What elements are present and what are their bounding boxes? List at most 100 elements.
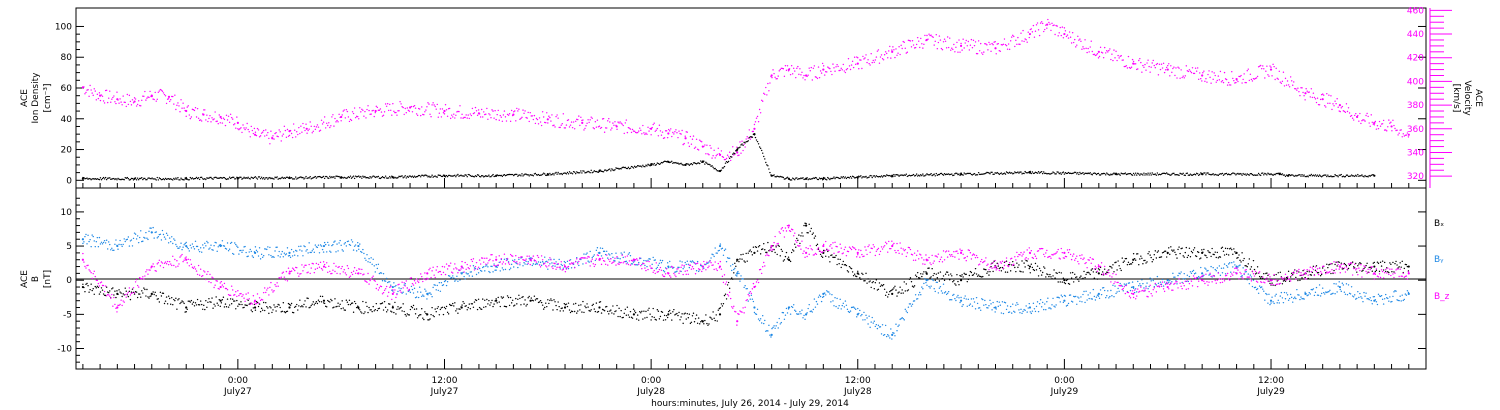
bx-sample (1014, 266, 1016, 269)
bx-sample (1276, 280, 1278, 282)
by-sample (92, 235, 94, 238)
velocity-sample (454, 117, 456, 119)
velocity-sample (207, 120, 209, 123)
velocity-sample (271, 136, 273, 139)
density-sample (787, 177, 790, 180)
density-sample (1007, 172, 1010, 174)
velocity-sample (351, 111, 354, 113)
velocity-sample (231, 118, 234, 120)
by-sample (763, 322, 765, 325)
bx-sample (1056, 272, 1058, 275)
velocity-sample (1202, 72, 1204, 74)
bx-sample (1397, 267, 1399, 269)
bx-sample (1348, 264, 1351, 267)
bx-sample (638, 319, 640, 321)
density-sample (1174, 174, 1176, 176)
density-sample (902, 174, 904, 177)
bx-sample (1391, 271, 1393, 273)
bx-sample (961, 274, 963, 276)
density-sample (250, 176, 252, 179)
density-sample (1084, 172, 1086, 175)
velocity-sample (894, 56, 896, 59)
bx-sample (492, 305, 494, 308)
density-sample (1134, 172, 1137, 174)
bx-sample (385, 311, 388, 313)
velocity-sample (1361, 120, 1363, 122)
velocity-sample (1373, 124, 1376, 126)
velocity-point (1269, 68, 1273, 71)
density-sample (1110, 173, 1112, 175)
density-sample (246, 177, 248, 179)
density-sample (1124, 172, 1127, 174)
by-sample (692, 261, 695, 263)
velocity-sample (1258, 65, 1261, 67)
density-sample (89, 178, 91, 180)
bx-sample (463, 302, 465, 305)
by-sample (160, 239, 163, 241)
by-sample (791, 306, 794, 309)
velocity-sample (460, 117, 462, 119)
velocity-sample (619, 121, 621, 123)
velocity-sample (275, 131, 277, 134)
density-sample (661, 162, 664, 164)
density-sample (487, 175, 489, 177)
velocity-sample (1060, 34, 1062, 37)
velocity-sample (1292, 84, 1294, 86)
velocity-sample (802, 77, 804, 79)
velocity-sample (1306, 90, 1308, 92)
velocity-sample (186, 106, 188, 108)
density-sample (1331, 176, 1333, 178)
bx-sample (552, 309, 554, 311)
velocity-point (891, 50, 894, 53)
velocity-sample (1180, 69, 1182, 71)
bx-sample (748, 250, 750, 252)
density-sample (874, 176, 877, 178)
density-sample (794, 179, 796, 181)
density-sample (451, 175, 453, 177)
bx-sample (292, 312, 295, 314)
velocity-sample (221, 122, 224, 124)
velocity-sample (497, 109, 499, 112)
density-sample (392, 176, 394, 178)
by-sample (317, 244, 320, 246)
by-sample (276, 246, 278, 248)
velocity-sample (99, 99, 102, 102)
density-sample (675, 161, 677, 164)
velocity-sample (905, 52, 908, 54)
density-sample (457, 173, 459, 176)
density-sample (599, 169, 602, 171)
velocity-sample (224, 124, 227, 127)
bx-sample (700, 321, 702, 323)
by-sample (309, 251, 311, 254)
velocity-sample (445, 109, 448, 111)
velocity-sample (247, 128, 249, 131)
velocity-sample (909, 40, 912, 42)
bx-sample (933, 272, 935, 275)
velocity-sample (858, 68, 860, 70)
velocity-sample (335, 121, 337, 123)
bx-sample (301, 305, 303, 307)
density-sample (806, 177, 808, 179)
density-sample (436, 176, 438, 178)
bx-sample (548, 302, 550, 305)
velocity-sample (1181, 76, 1183, 79)
velocity-sample (82, 86, 84, 89)
velocity-sample (1005, 44, 1008, 47)
velocity-sample (120, 101, 122, 103)
by-sample (360, 250, 362, 253)
density-sample (799, 178, 801, 180)
velocity-sample (633, 130, 636, 133)
bx-sample (180, 301, 182, 304)
velocity-sample (1182, 75, 1184, 77)
velocity-sample (795, 76, 797, 79)
bx-sample (897, 292, 899, 294)
velocity-sample (773, 72, 775, 75)
velocity-sample (443, 113, 446, 115)
bx-sample (758, 244, 761, 247)
by-sample (508, 268, 511, 271)
density-sample (1183, 174, 1185, 176)
by-sample (349, 244, 352, 247)
bx-sample (462, 301, 464, 303)
bx-sample (1317, 271, 1320, 274)
by-sample (736, 275, 738, 277)
